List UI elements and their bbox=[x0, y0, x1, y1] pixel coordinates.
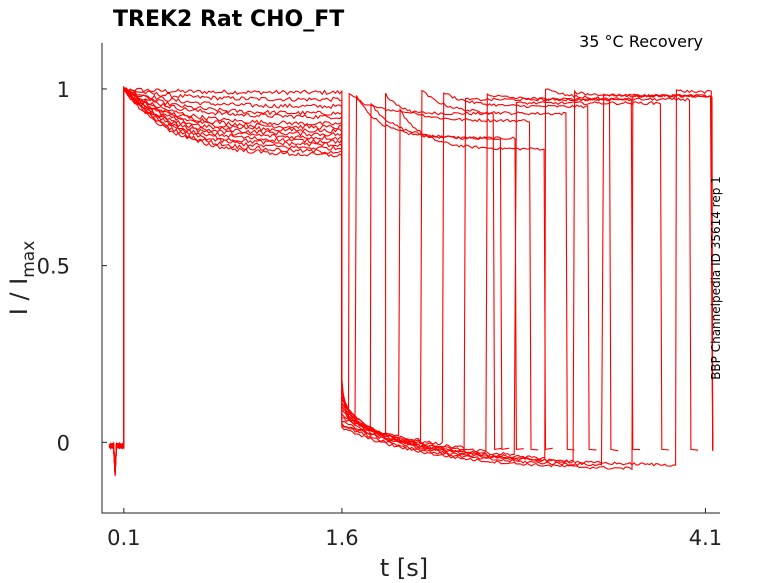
y-tick-label-0: 0 bbox=[57, 431, 70, 455]
trace-12 bbox=[108, 86, 714, 476]
trace-7 bbox=[108, 87, 597, 473]
y-axis: 00.51 bbox=[37, 78, 107, 455]
trace-8 bbox=[108, 90, 619, 473]
trace-13 bbox=[108, 86, 714, 473]
trace-6 bbox=[108, 86, 575, 474]
trace-3 bbox=[108, 86, 524, 474]
x-tick-label-1: 1.6 bbox=[325, 526, 358, 550]
y-tick-label-2: 1 bbox=[57, 78, 70, 102]
trace-5 bbox=[108, 89, 553, 474]
y-axis-label-subscript: max bbox=[19, 241, 39, 278]
y-axis-label-main: I / I bbox=[5, 278, 33, 316]
axes-frame bbox=[101, 43, 720, 514]
trace-14 bbox=[108, 87, 714, 474]
traces bbox=[108, 85, 714, 477]
x-tick-label-0: 0.1 bbox=[107, 526, 140, 550]
trace-9 bbox=[108, 85, 641, 477]
trace-4 bbox=[109, 88, 539, 475]
trace-10 bbox=[109, 88, 670, 473]
trace-15 bbox=[109, 87, 714, 473]
y-tick-label-1: 0.5 bbox=[37, 255, 70, 279]
x-tick-label-2: 4.1 bbox=[689, 526, 722, 550]
x-axis: 0.1 1.6 4.1 bbox=[107, 508, 722, 550]
x-axis-label: t [s] bbox=[380, 554, 428, 582]
side-label: BBP Channelpedia ID 35614 rep 1 bbox=[709, 176, 723, 380]
trace-1 bbox=[108, 87, 502, 474]
chart-title: TREK2 Rat CHO_FT bbox=[113, 7, 344, 32]
chart-subtitle: 35 °C Recovery bbox=[579, 32, 703, 51]
y-axis-label: I / Imax bbox=[5, 241, 39, 316]
plot-area: 00.51 0.1 1.6 4.1 bbox=[37, 43, 722, 550]
